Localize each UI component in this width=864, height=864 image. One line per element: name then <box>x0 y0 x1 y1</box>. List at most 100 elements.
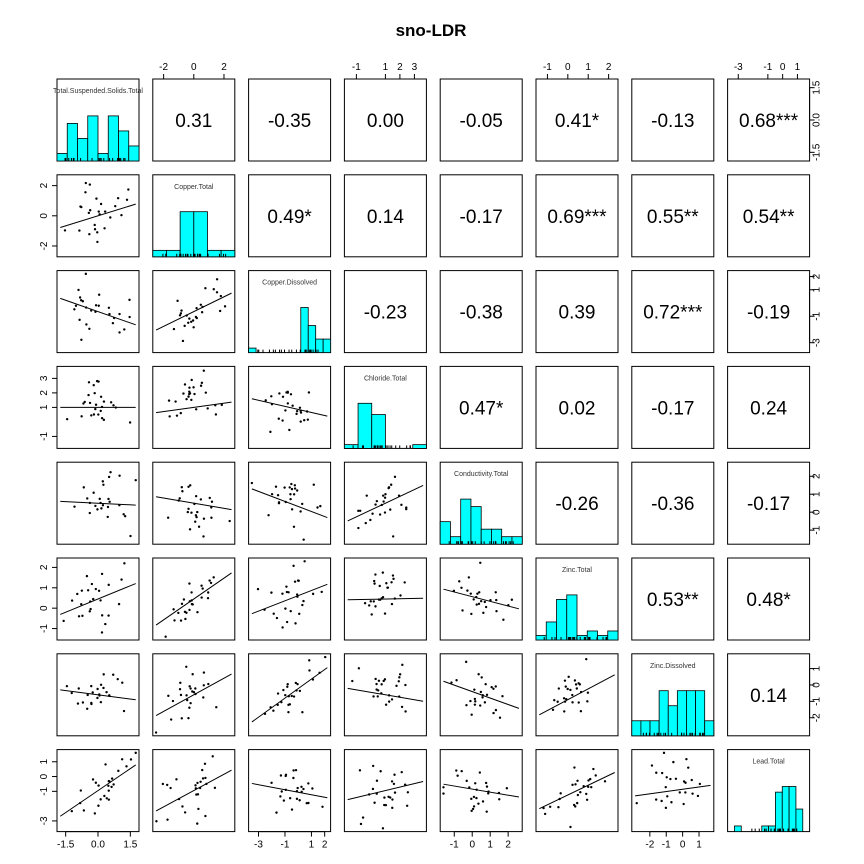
scatter-point <box>196 781 199 785</box>
scatter-point <box>305 802 308 805</box>
scatter-point <box>179 681 182 685</box>
hist-bar <box>118 130 130 162</box>
scatter-point <box>575 801 579 805</box>
cell-frame <box>248 653 332 737</box>
scatter-point <box>154 731 158 734</box>
scatter-point <box>215 291 219 294</box>
cell-frame <box>631 557 715 641</box>
scatter-point <box>477 802 480 805</box>
scatter-point <box>299 510 302 513</box>
scatter-point <box>389 483 393 486</box>
hist-bar <box>781 786 790 832</box>
cell-7-5 <box>535 749 619 833</box>
scatter-point <box>298 406 302 410</box>
scatter-point <box>91 597 95 601</box>
scatter-point <box>274 485 278 488</box>
scatter-point <box>96 687 99 691</box>
x-tick-label: -1 <box>543 62 552 73</box>
scatter-point <box>185 698 189 702</box>
cell-4-0 <box>56 461 140 545</box>
scatter-point <box>208 579 211 582</box>
fit-line <box>443 680 520 709</box>
scatter-point <box>498 798 501 801</box>
scatter-point <box>88 233 91 236</box>
cell-frame <box>535 174 619 258</box>
scatter-point <box>202 684 205 687</box>
cell-5-0 <box>56 557 140 641</box>
scatter-point <box>284 409 287 412</box>
scatter-point <box>391 574 395 577</box>
scatter-point <box>228 519 231 523</box>
scatter-point <box>472 598 475 601</box>
cell-2-0 <box>56 270 140 354</box>
scatter-point <box>373 579 376 583</box>
scatter-point <box>391 535 395 538</box>
scatter-point <box>587 779 590 782</box>
cell-frame <box>535 461 619 545</box>
scatter-point <box>92 384 95 387</box>
scatter-point <box>277 501 281 504</box>
y-tick-label: -1 <box>812 525 823 534</box>
scatter-point <box>70 599 74 602</box>
scatter-point <box>559 792 562 795</box>
scatter-point <box>220 403 224 407</box>
hist-bar <box>152 249 167 258</box>
scatter-point <box>319 504 322 508</box>
scatter-point <box>296 786 299 790</box>
scatter-point <box>80 338 83 341</box>
scatter-point <box>116 196 120 200</box>
y-tick-label: -1.5 <box>812 143 823 161</box>
scatter-point <box>190 591 193 594</box>
scatter-point <box>276 692 280 695</box>
hist-bar <box>460 498 472 545</box>
scatter-point <box>485 693 489 697</box>
x-tick-label: -3 <box>254 840 263 851</box>
scatter-point <box>103 227 106 230</box>
scatter-point <box>378 513 382 516</box>
fit-line <box>251 583 328 615</box>
scatter-point <box>121 681 124 684</box>
scatter-point <box>492 687 495 691</box>
y-tick-label: -3 <box>812 338 823 347</box>
scatter-point <box>77 615 81 618</box>
scatter-point <box>290 694 293 698</box>
scatter-point <box>380 683 383 686</box>
scatter-point <box>107 306 111 310</box>
scatter-point <box>478 771 482 774</box>
scatter-point <box>690 778 693 782</box>
y-tick-label: 0 <box>39 213 50 219</box>
cell-frame <box>631 78 715 162</box>
scatter-point <box>194 520 197 523</box>
correlation-value: 0.47* <box>459 398 504 419</box>
scatter-point <box>390 602 394 606</box>
y-tick-label: 2 <box>812 273 823 279</box>
x-tick-label: 1 <box>585 62 591 73</box>
scatter-point <box>122 709 126 713</box>
scatter-point <box>292 525 296 528</box>
hist-bar <box>556 599 568 641</box>
scatter-point <box>483 600 486 604</box>
scatter-point <box>200 596 203 599</box>
scatter-point <box>576 793 580 797</box>
correlation-value: 0.49* <box>267 207 312 228</box>
scatter-point <box>562 697 566 700</box>
scatter-point <box>210 506 213 509</box>
cell-6-1 <box>152 653 236 737</box>
cell-frame <box>152 365 236 449</box>
scatter-point <box>292 564 295 568</box>
scatter-point <box>120 578 123 581</box>
scatter-point <box>477 602 481 606</box>
scatter-point <box>351 679 354 683</box>
scatter-point <box>363 601 367 605</box>
scatter-point <box>405 507 408 511</box>
scatter-point <box>116 677 119 681</box>
variable-label: Conductivity.Total <box>454 471 509 478</box>
scatter-point <box>479 561 482 565</box>
scatter-point <box>188 386 191 389</box>
scatter-point <box>196 793 200 796</box>
scatter-point <box>167 399 171 402</box>
hist-bar <box>775 791 783 833</box>
scatter-point <box>359 509 362 512</box>
scatter-point <box>275 616 279 620</box>
scatter-point <box>118 331 121 334</box>
